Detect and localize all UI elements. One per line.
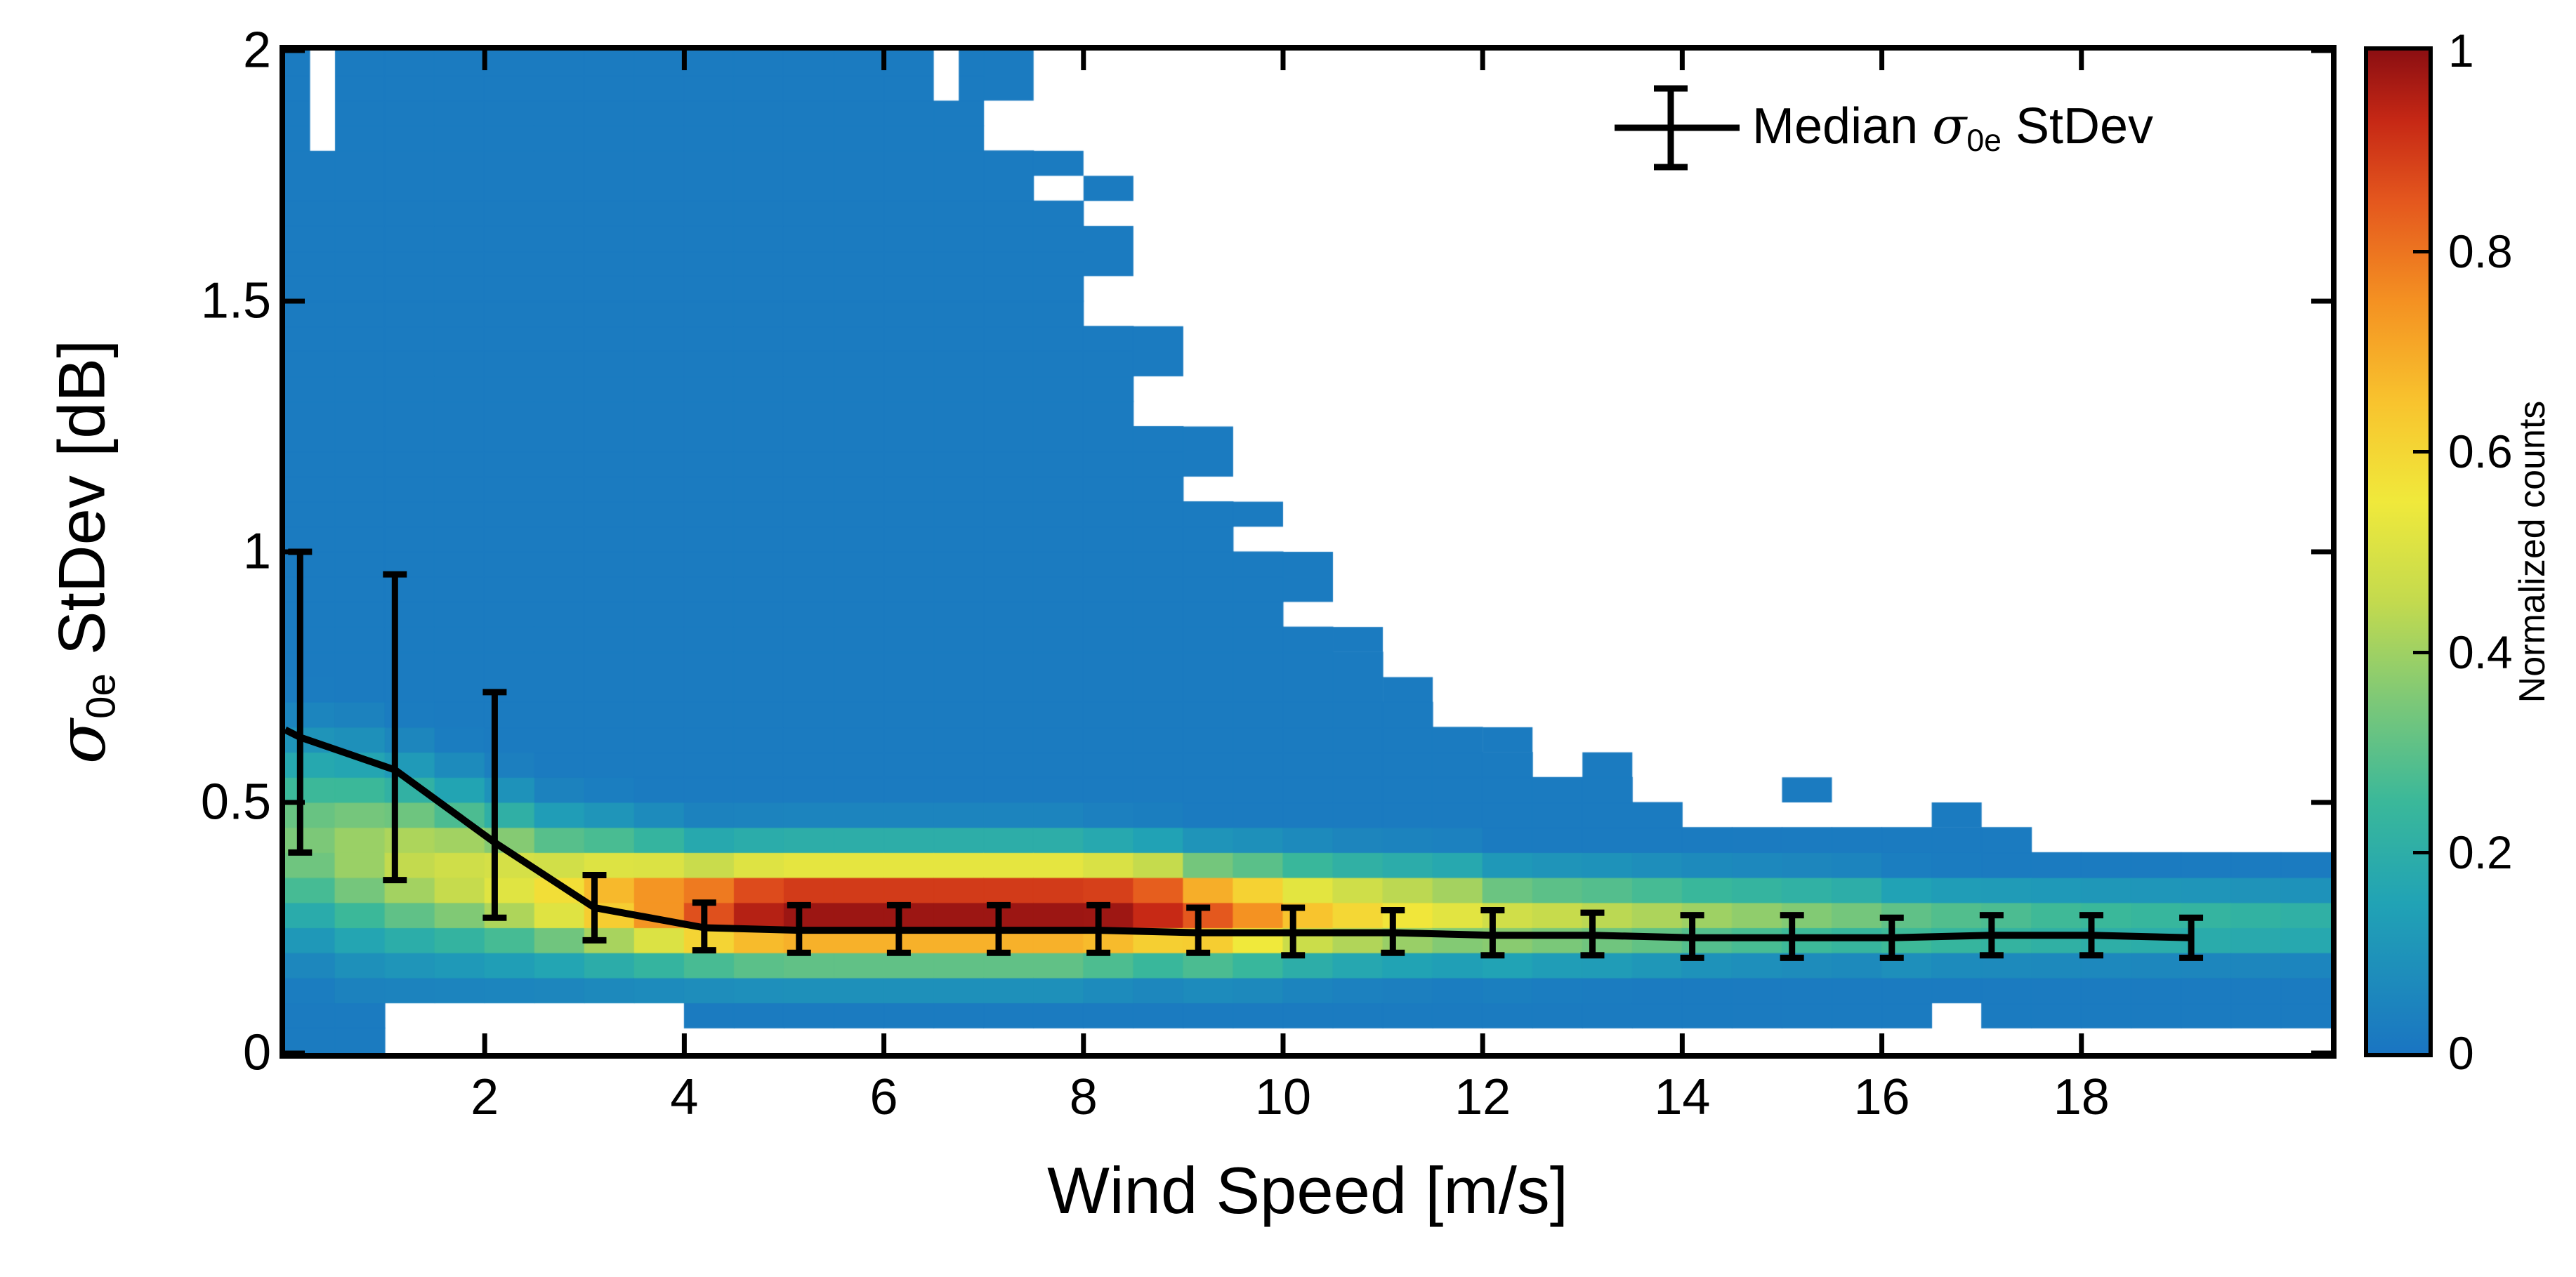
colorbar-tick-label: 0.4 <box>2448 626 2513 678</box>
legend-label: Median σ0e StDev <box>1752 96 2154 159</box>
colorbar-label: Normalized counts <box>2512 400 2553 703</box>
y-tick-label: 0 <box>242 1024 271 1081</box>
y-tick-label: 0.5 <box>200 774 271 831</box>
colorbar <box>2364 46 2433 1057</box>
x-tick-label: 8 <box>1069 1069 1098 1125</box>
errorbar-legend-icon <box>1615 85 1740 171</box>
colorbar-gradient <box>2368 51 2429 1053</box>
x-axis-label: Wind Speed [m/s] <box>1047 1153 1568 1227</box>
colorbar-tick-label: 0.6 <box>2448 425 2513 478</box>
x-tick-label: 18 <box>2053 1069 2110 1125</box>
median-line-overlay <box>285 51 2331 1053</box>
colorbar-tick-label: 0.8 <box>2448 225 2513 277</box>
plot-area: Median σ0e StDev <box>280 45 2337 1059</box>
legend: Median σ0e StDev <box>1609 79 2153 177</box>
x-tick-label: 10 <box>1254 1069 1312 1125</box>
colorbar-tick-mark <box>2413 650 2429 654</box>
colorbar-tick-label: 1 <box>2448 25 2474 77</box>
x-tick-label: 12 <box>1454 1069 1511 1125</box>
colorbar-tick-label: 0.2 <box>2448 826 2513 879</box>
x-tick-label: 16 <box>1853 1069 1910 1125</box>
colorbar-tick-mark <box>2413 249 2429 253</box>
y-tick-label: 1 <box>242 523 271 580</box>
x-tick-label: 2 <box>471 1069 499 1125</box>
colorbar-tick-mark <box>2413 851 2429 855</box>
colorbar-tick-label: 0 <box>2448 1027 2474 1079</box>
x-tick-label: 4 <box>670 1069 699 1125</box>
y-tick-label: 2 <box>242 22 271 79</box>
colorbar-tick-mark <box>2413 450 2429 454</box>
median-line <box>285 727 2192 941</box>
y-tick-label: 1.5 <box>200 272 271 329</box>
x-tick-label: 6 <box>869 1069 898 1125</box>
heatmap-canvas <box>285 51 2331 1053</box>
x-tick-label: 14 <box>1654 1069 1711 1125</box>
